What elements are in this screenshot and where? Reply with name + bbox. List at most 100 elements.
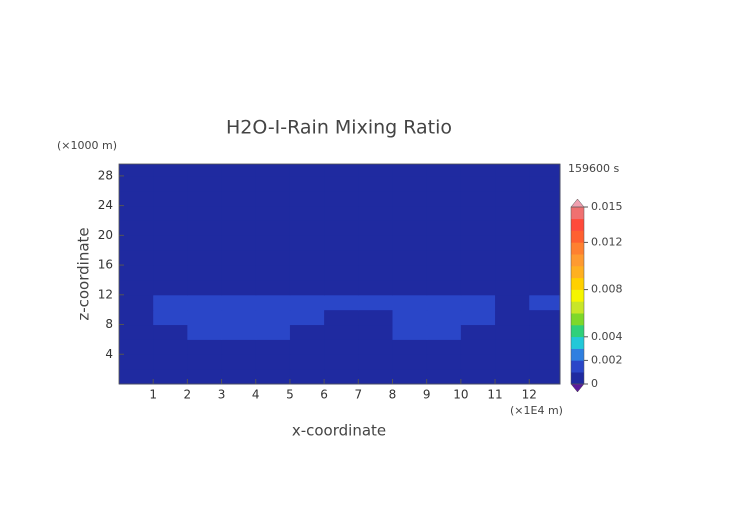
heatmap-cell — [289, 369, 325, 385]
heatmap-cell — [153, 235, 188, 251]
time-label: 159600 s — [568, 162, 619, 175]
heatmap-cell — [324, 279, 359, 296]
heatmap-cell — [358, 235, 393, 251]
heatmap-cell — [119, 205, 154, 221]
heatmap-cell — [392, 339, 428, 355]
heatmap-cell — [495, 220, 530, 236]
heatmap-cell — [187, 265, 223, 281]
heatmap-cell — [255, 205, 291, 221]
colorbar-band — [571, 289, 584, 302]
heatmap-cell — [153, 205, 188, 221]
heatmap-cell — [221, 175, 257, 192]
y-tick-label: 20 — [98, 228, 113, 242]
x-tick-label: 8 — [389, 388, 397, 402]
x-tick-label: 2 — [184, 388, 192, 402]
heatmap-cell — [221, 339, 257, 355]
heatmap-cell — [426, 369, 462, 385]
heatmap-cell — [324, 164, 359, 177]
heatmap-cell — [495, 205, 530, 221]
colorbar-band — [571, 313, 584, 326]
heatmap-cell — [358, 220, 393, 236]
heatmap-cell — [324, 175, 359, 192]
heatmap-cell — [221, 354, 257, 370]
x-tick-label: 11 — [487, 388, 502, 402]
heatmap-cell — [495, 294, 530, 311]
heatmap-cell — [255, 164, 291, 177]
chart-title: H2O-I-Rain Mixing Ratio — [226, 117, 452, 139]
x-unit: (×1E4 m) — [510, 404, 563, 417]
heatmap-cell — [255, 354, 291, 370]
y-tick-label: 24 — [98, 198, 113, 212]
heatmap-cell — [358, 324, 393, 340]
heatmap-cell — [358, 205, 393, 221]
heatmap-cell — [392, 220, 428, 236]
x-tick-label: 1 — [149, 388, 157, 402]
heatmap-cell — [289, 164, 325, 177]
heatmap-cell — [529, 369, 561, 385]
heatmap-cell — [358, 309, 393, 326]
x-tick-label: 3 — [218, 388, 226, 402]
plot-frame — [118, 163, 561, 385]
heatmap-cell — [324, 190, 359, 207]
heatmap-cell — [221, 205, 257, 221]
heatmap-cell — [495, 369, 530, 385]
heatmap-cell — [255, 279, 291, 296]
colorbar-tick-label: 0 — [591, 377, 598, 390]
heatmap-cell — [119, 250, 154, 266]
heatmap-cell — [426, 324, 462, 340]
heatmap-cell — [358, 339, 393, 355]
colorbar-over — [570, 198, 585, 208]
heatmap-cell — [495, 265, 530, 281]
heatmap-cell — [392, 354, 428, 370]
heatmap-cell — [153, 279, 188, 296]
heatmap-cell — [221, 309, 257, 326]
colorbar-frame — [570, 206, 585, 385]
heatmap-cell — [153, 250, 188, 266]
heatmap-cell — [119, 339, 154, 355]
heatmap-cell — [119, 369, 154, 385]
heatmap-cell — [426, 164, 462, 177]
heatmap-cell — [392, 164, 428, 177]
heatmap-cell — [529, 265, 561, 281]
heatmap-cell — [221, 164, 257, 177]
heatmap-cell — [324, 339, 359, 355]
y-axis-label: z-coordinate — [75, 227, 93, 320]
heatmap-cell — [153, 190, 188, 207]
heatmap-cell — [460, 235, 496, 251]
heatmap-cell — [153, 354, 188, 370]
heatmap-cell — [187, 324, 223, 340]
heatmap-cell — [392, 294, 428, 311]
heatmap-cell — [324, 369, 359, 385]
heatmap-cell — [187, 164, 223, 177]
heatmap-cell — [495, 339, 530, 355]
heatmap-cell — [289, 324, 325, 340]
heatmap-cell — [358, 265, 393, 281]
heatmap-cell — [324, 354, 359, 370]
heatmap-cell — [426, 220, 462, 236]
heatmap-cell — [460, 265, 496, 281]
heatmap-cell — [358, 354, 393, 370]
heatmap-cell — [324, 294, 359, 311]
heatmap-cell — [426, 279, 462, 296]
heatmap-cell — [289, 235, 325, 251]
heatmap-cell — [289, 175, 325, 192]
x-tick-label: 7 — [354, 388, 362, 402]
heatmap-cell — [187, 235, 223, 251]
colorbar-band — [571, 336, 584, 349]
heatmap-cell — [495, 324, 530, 340]
heatmap-cell — [255, 294, 291, 311]
heatmap-cell — [255, 190, 291, 207]
heatmap-cell — [529, 164, 561, 177]
colorbar-tick-label: 0.015 — [591, 200, 623, 213]
heatmap-cell — [529, 294, 561, 311]
heatmap-cell — [460, 369, 496, 385]
heatmap-cell — [324, 265, 359, 281]
heatmap-cell — [426, 265, 462, 281]
heatmap-cell — [460, 354, 496, 370]
colorbar-tick-label: 0.012 — [591, 235, 623, 248]
heatmap-cell — [289, 250, 325, 266]
heatmap-cell — [255, 309, 291, 326]
x-tick-label: 4 — [252, 388, 260, 402]
heatmap-cell — [255, 339, 291, 355]
heatmap-cell — [392, 190, 428, 207]
